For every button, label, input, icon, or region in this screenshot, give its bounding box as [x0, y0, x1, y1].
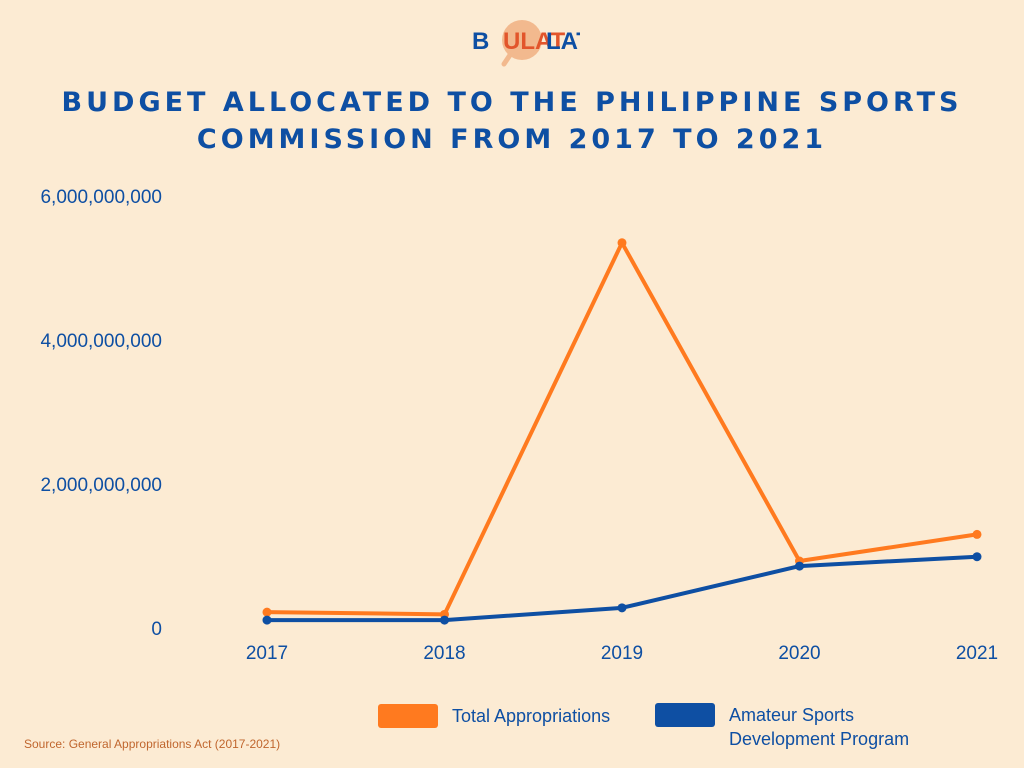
legend-swatch-amateur-sports	[655, 703, 715, 727]
data-point-amateur-sports-development-program	[440, 615, 449, 625]
logo-magnifier-handle	[501, 52, 513, 67]
logo-magnifier-circle	[502, 20, 542, 60]
legend-label-amateur-sports: Amateur Sports Development Program	[729, 705, 910, 749]
legend-swatch-total-appropriations	[378, 704, 438, 728]
data-point-amateur-sports-development-program	[795, 561, 804, 571]
series-line-total-appropriations	[265, 240, 979, 617]
y-tick-label: 6,000,000,000	[40, 187, 162, 208]
logo-text-ulat: ULAT	[503, 28, 566, 55]
legend-label-total-appropriations: Total Appropriations	[452, 706, 611, 726]
bulatlat-logo: B ULAT LAT	[472, 20, 580, 67]
chart-title-line-2: COMMISSION FROM 2017 TO 2021	[196, 124, 828, 155]
chart-title-line-1: BUDGET ALLOCATED TO THE PHILIPPINE SPORT…	[61, 87, 963, 118]
x-tick-label: 2018	[423, 643, 465, 664]
source-note: Source: General Appropriations Act (2017…	[24, 737, 281, 751]
x-tick-label: 2021	[956, 643, 998, 664]
logo-text-b: B	[472, 28, 489, 55]
data-point-amateur-sports-development-program	[617, 603, 627, 613]
y-tick-label: 0	[151, 619, 162, 640]
data-point-total-appropriations	[972, 529, 982, 539]
y-tick-label: 2,000,000,000	[40, 475, 162, 496]
chart-title: BUDGET ALLOCATED TO THE PHILIPPINE SPORT…	[40, 84, 984, 158]
data-point-amateur-sports-development-program	[262, 615, 272, 625]
x-tick-label: 2020	[778, 643, 820, 664]
x-tick-label: 2019	[601, 643, 643, 664]
data-point-amateur-sports-development-program	[972, 552, 982, 562]
logo-text-lat: LAT	[546, 28, 580, 55]
legend-item-amateur-sports: Amateur Sports Development Program	[655, 703, 929, 751]
data-point-total-appropriations	[617, 238, 627, 248]
x-tick-label: 2017	[246, 643, 288, 664]
legend-item-total-appropriations: Total Appropriations	[378, 704, 610, 728]
y-tick-label: 4,000,000,000	[40, 331, 162, 352]
data-point-total-appropriations	[262, 607, 272, 617]
